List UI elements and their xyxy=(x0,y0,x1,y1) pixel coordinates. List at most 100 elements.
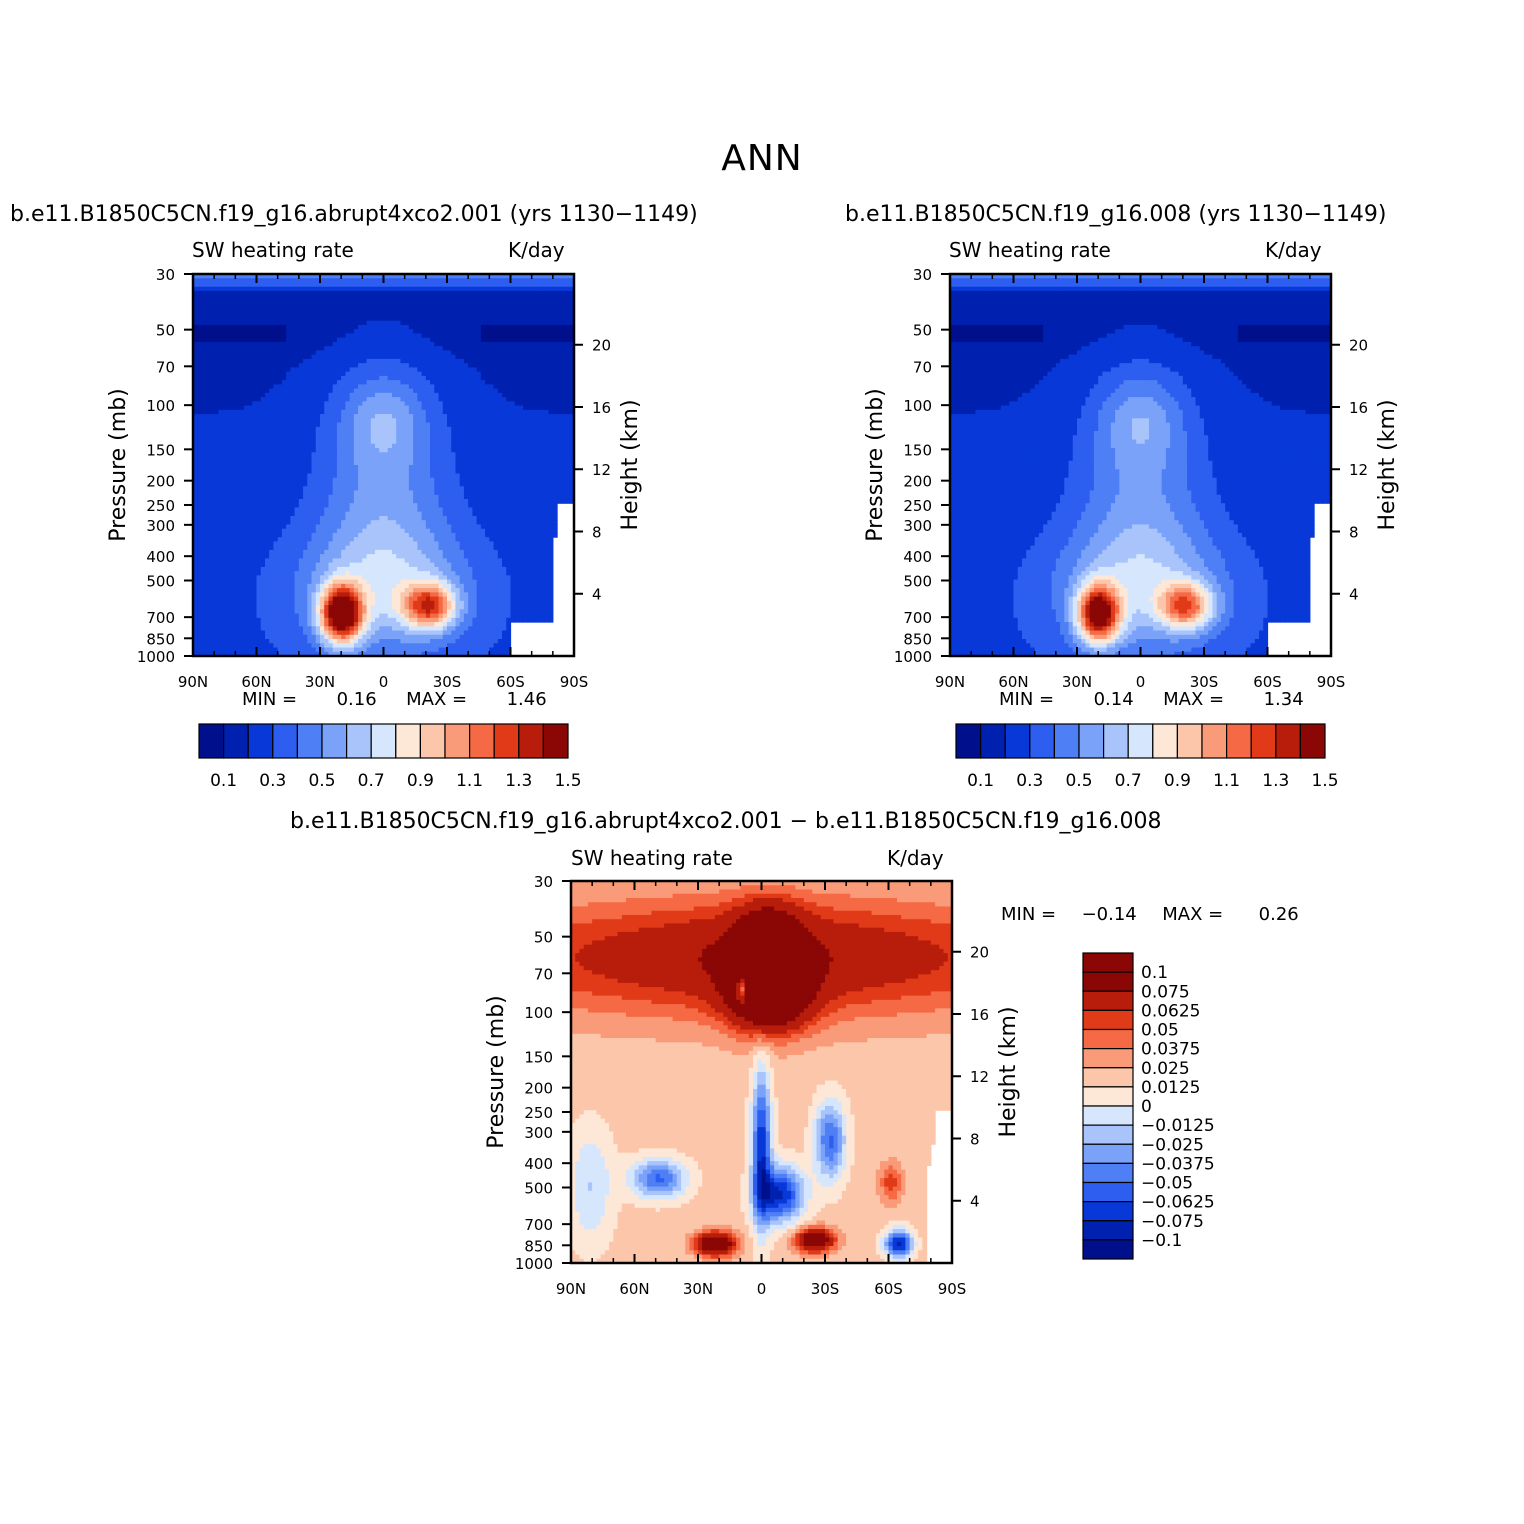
contour-cell xyxy=(252,367,257,372)
contour-cell xyxy=(244,410,249,415)
contour-cell xyxy=(358,554,363,559)
contour-cell xyxy=(218,524,223,529)
contour-cell xyxy=(375,618,380,623)
contour-cell xyxy=(282,440,287,445)
contour-cell xyxy=(392,380,397,385)
contour-cell xyxy=(328,350,333,355)
contour-cell xyxy=(197,567,202,572)
contour-cell xyxy=(422,584,427,589)
contour-cell xyxy=(354,618,359,623)
contour-cell xyxy=(240,575,245,580)
contour-cell xyxy=(422,592,427,597)
contour-cell xyxy=(201,282,206,287)
contour-cell xyxy=(409,372,414,377)
contour-cell xyxy=(400,367,405,372)
contour-cell xyxy=(396,410,401,415)
contour-cell xyxy=(227,435,232,440)
contour-cell xyxy=(362,516,367,521)
contour-cell xyxy=(286,321,291,326)
contour-cell xyxy=(379,312,384,317)
contour-cell xyxy=(273,465,278,470)
contour-cell xyxy=(320,614,325,619)
contour-cell xyxy=(290,389,295,394)
contour-cell xyxy=(413,580,418,585)
contour-cell xyxy=(261,393,266,398)
contour-cell xyxy=(388,592,393,597)
contour-cell xyxy=(227,614,232,619)
contour-cell xyxy=(337,384,342,389)
contour-cell xyxy=(244,389,249,394)
contour-cell xyxy=(290,363,295,368)
contour-cell xyxy=(201,389,206,394)
contour-cell xyxy=(303,541,308,546)
contour-cell xyxy=(312,448,317,453)
contour-cell xyxy=(392,452,397,457)
contour-cell xyxy=(273,571,278,576)
contour-cell xyxy=(384,541,389,546)
contour-cell xyxy=(235,287,240,292)
contour-cell xyxy=(244,418,249,423)
contour-cell xyxy=(371,312,376,317)
contour-cell xyxy=(265,423,270,428)
contour-cell xyxy=(295,355,300,360)
contour-cell xyxy=(413,503,418,508)
contour-cell xyxy=(282,550,287,555)
contour-cell xyxy=(324,520,329,525)
contour-cell xyxy=(354,287,359,292)
contour-cell xyxy=(278,626,283,631)
contour-cell xyxy=(396,626,401,631)
contour-cell xyxy=(371,372,376,377)
contour-cell xyxy=(422,554,427,559)
contour-cell xyxy=(362,376,367,381)
contour-cell xyxy=(265,482,270,487)
contour-cell xyxy=(358,329,363,334)
contour-cell xyxy=(201,414,206,419)
contour-cell xyxy=(223,384,228,389)
contour-cell xyxy=(350,546,355,551)
contour-cell xyxy=(337,333,342,338)
contour-cell xyxy=(295,550,300,555)
contour-cell xyxy=(227,512,232,517)
contour-cell xyxy=(299,355,304,360)
contour-cell xyxy=(400,643,405,648)
contour-cell xyxy=(354,584,359,589)
contour-cell xyxy=(257,380,262,385)
contour-cell xyxy=(316,588,321,593)
contour-cell xyxy=(303,550,308,555)
contour-cell xyxy=(218,601,223,606)
contour-cell xyxy=(201,626,206,631)
contour-cell xyxy=(265,299,270,304)
contour-cell xyxy=(227,550,232,555)
contour-cell xyxy=(240,461,245,466)
contour-cell xyxy=(341,597,346,602)
contour-cell xyxy=(405,554,410,559)
contour-cell xyxy=(269,372,274,377)
contour-cell xyxy=(261,524,266,529)
contour-cell xyxy=(261,639,266,644)
contour-cell xyxy=(422,321,427,326)
contour-cell xyxy=(248,457,253,462)
contour-cell xyxy=(345,473,350,478)
contour-cell xyxy=(269,376,274,381)
contour-cell xyxy=(341,372,346,377)
contour-cell xyxy=(358,431,363,436)
contour-cell xyxy=(350,384,355,389)
contour-cell xyxy=(261,325,266,330)
contour-cell xyxy=(206,550,211,555)
contour-cell xyxy=(290,287,295,292)
contour-cell xyxy=(223,321,228,326)
contour-cell xyxy=(341,431,346,436)
contour-cell xyxy=(388,431,393,436)
contour-cell xyxy=(286,495,291,500)
contour-cell xyxy=(367,575,372,580)
contour-cell xyxy=(358,516,363,521)
contour-cell xyxy=(252,350,257,355)
contour-cell xyxy=(252,507,257,512)
contour-cell xyxy=(422,287,427,292)
contour-cell xyxy=(265,461,270,466)
contour-cell xyxy=(384,580,389,585)
contour-cell xyxy=(265,622,270,627)
contour-cell xyxy=(405,295,410,300)
contour-cell xyxy=(227,312,232,317)
contour-cell xyxy=(227,580,232,585)
